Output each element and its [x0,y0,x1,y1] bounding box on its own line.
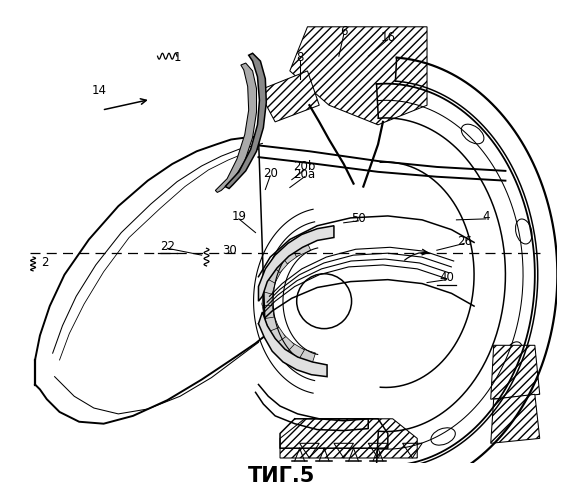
Polygon shape [292,242,311,256]
Polygon shape [276,334,294,351]
Text: 16: 16 [381,31,395,44]
Polygon shape [225,54,266,188]
Polygon shape [258,226,334,301]
Polygon shape [263,276,276,294]
Polygon shape [298,348,315,362]
Text: 22: 22 [160,240,175,253]
Text: 26: 26 [457,235,472,248]
Text: 40: 40 [439,271,454,284]
Text: 14: 14 [91,84,106,97]
Polygon shape [286,342,305,358]
Polygon shape [491,346,540,399]
Polygon shape [264,313,279,331]
Polygon shape [266,264,283,283]
Polygon shape [491,394,540,444]
Text: 19: 19 [231,210,247,224]
Polygon shape [269,324,285,342]
Polygon shape [258,71,319,122]
Text: 8: 8 [296,50,303,64]
Text: 6: 6 [340,25,347,38]
Text: 20: 20 [263,168,278,180]
Polygon shape [282,246,300,264]
Polygon shape [216,63,257,192]
Text: 50: 50 [351,212,366,226]
Text: 4: 4 [482,210,490,224]
Text: 30: 30 [222,244,236,256]
Polygon shape [262,290,273,306]
Polygon shape [272,254,291,272]
Text: 2: 2 [41,256,48,268]
Text: 1: 1 [173,50,181,64]
Text: ΤИГ.5: ΤИГ.5 [248,466,315,486]
Polygon shape [280,419,417,458]
Polygon shape [290,27,427,125]
Polygon shape [262,302,274,318]
Text: 20b: 20b [293,160,316,173]
Text: 20a: 20a [293,168,316,181]
Polygon shape [258,312,327,376]
